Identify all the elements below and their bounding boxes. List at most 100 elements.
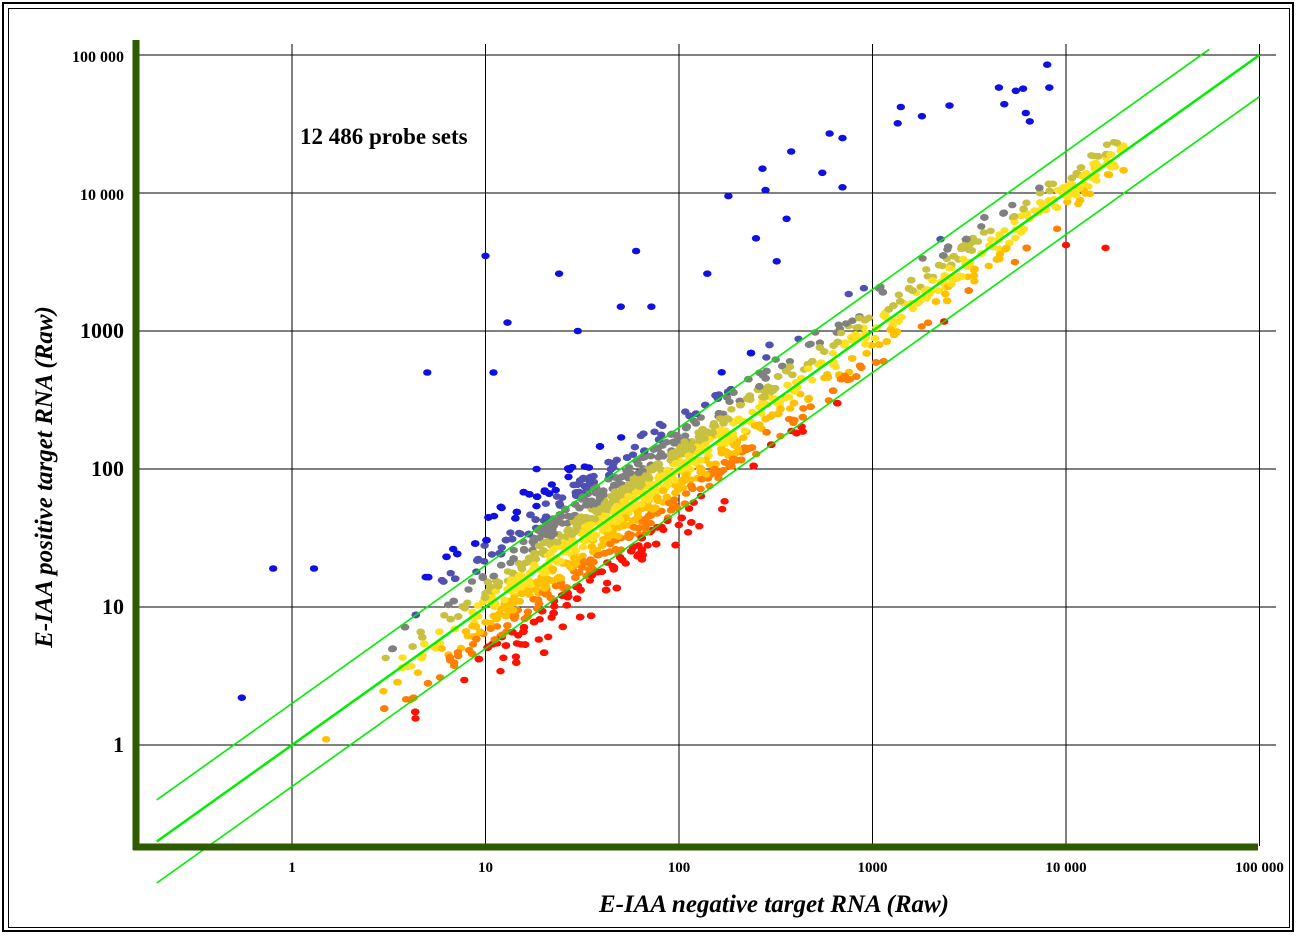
- data-point: [761, 186, 770, 194]
- data-point: [445, 654, 454, 661]
- data-point: [653, 494, 662, 502]
- data-point: [726, 434, 735, 442]
- data-point: [548, 515, 558, 522]
- data-point: [547, 532, 556, 540]
- data-point: [480, 542, 489, 549]
- data-point: [564, 526, 573, 533]
- data-point: [718, 447, 728, 454]
- data-point: [848, 337, 857, 344]
- data-point: [510, 594, 519, 601]
- data-point: [588, 558, 597, 566]
- data-point: [671, 477, 680, 484]
- data-point: [737, 456, 746, 464]
- data-point: [630, 443, 640, 451]
- data-point: [696, 436, 705, 444]
- data-point: [551, 486, 560, 494]
- data-point: [595, 443, 605, 450]
- data-point: [979, 229, 988, 236]
- data-point: [671, 489, 680, 497]
- data-point: [681, 490, 691, 497]
- data-point: [655, 420, 664, 428]
- data-point: [637, 501, 646, 508]
- data-point: [945, 264, 954, 272]
- data-point: [1021, 109, 1030, 117]
- data-point: [508, 569, 517, 577]
- data-point: [474, 655, 484, 663]
- data-point: [501, 612, 511, 620]
- data-point: [964, 287, 973, 294]
- data-point: [710, 465, 719, 473]
- data-point: [691, 410, 701, 418]
- data-point: [806, 403, 815, 411]
- data-point: [468, 650, 477, 658]
- data-point: [549, 609, 558, 617]
- data-point: [762, 429, 771, 436]
- data-point: [653, 524, 662, 531]
- data-point: [552, 543, 562, 551]
- data-point: [532, 493, 542, 501]
- data-point: [755, 383, 764, 390]
- data-point: [269, 565, 278, 572]
- data-point: [612, 456, 621, 464]
- data-point: [481, 252, 490, 260]
- data-point: [532, 465, 541, 473]
- data-point: [871, 359, 881, 366]
- data-point: [859, 284, 869, 292]
- data-point: [418, 634, 427, 641]
- data-point: [695, 464, 705, 472]
- data-point: [408, 643, 417, 650]
- reference-lines: [156, 48, 1261, 884]
- data-point: [855, 314, 864, 322]
- data-point: [628, 483, 637, 490]
- data-point: [749, 462, 758, 470]
- data-point: [600, 550, 609, 557]
- data-point: [729, 455, 738, 463]
- y-tick-label: 10 000: [80, 187, 124, 204]
- data-point: [511, 515, 520, 522]
- data-point: [708, 429, 717, 436]
- data-point: [454, 613, 463, 620]
- x-tick-label: 10: [478, 860, 493, 876]
- data-point: [1035, 184, 1044, 192]
- data-point: [848, 317, 857, 325]
- data-point: [787, 148, 796, 155]
- data-point: [943, 297, 952, 305]
- data-point: [603, 525, 612, 533]
- data-point: [574, 569, 584, 576]
- data-point: [638, 454, 647, 461]
- data-point: [542, 538, 551, 545]
- x-tick-label: 10 000: [1045, 860, 1086, 876]
- probe-count-annotation: 12 486 probe sets: [300, 124, 468, 149]
- data-point: [711, 460, 720, 468]
- data-point: [578, 543, 588, 551]
- data-point: [571, 489, 581, 496]
- data-point: [482, 536, 491, 544]
- y-tick-label: 10: [102, 594, 124, 619]
- data-point: [1025, 118, 1035, 125]
- data-point: [523, 608, 533, 615]
- data-point: [609, 496, 619, 503]
- data-point: [1045, 187, 1054, 195]
- data-point: [499, 654, 508, 662]
- data-point: [658, 452, 668, 460]
- data-point: [614, 533, 623, 540]
- data-point: [600, 513, 609, 521]
- data-point: [526, 511, 535, 519]
- data-point: [550, 521, 559, 529]
- data-point: [607, 531, 616, 538]
- data-point: [736, 401, 745, 409]
- data-point: [541, 513, 551, 521]
- data-point: [496, 503, 506, 511]
- data-point: [637, 556, 647, 563]
- data-point: [503, 319, 512, 326]
- data-point: [556, 582, 565, 589]
- data-point: [999, 209, 1008, 217]
- data-point: [684, 452, 693, 460]
- data-point: [619, 498, 628, 505]
- data-point: [449, 597, 458, 605]
- data-point: [962, 235, 971, 243]
- data-point: [480, 558, 489, 565]
- data-point: [571, 561, 581, 569]
- data-point: [774, 410, 783, 418]
- data-point: [624, 492, 633, 500]
